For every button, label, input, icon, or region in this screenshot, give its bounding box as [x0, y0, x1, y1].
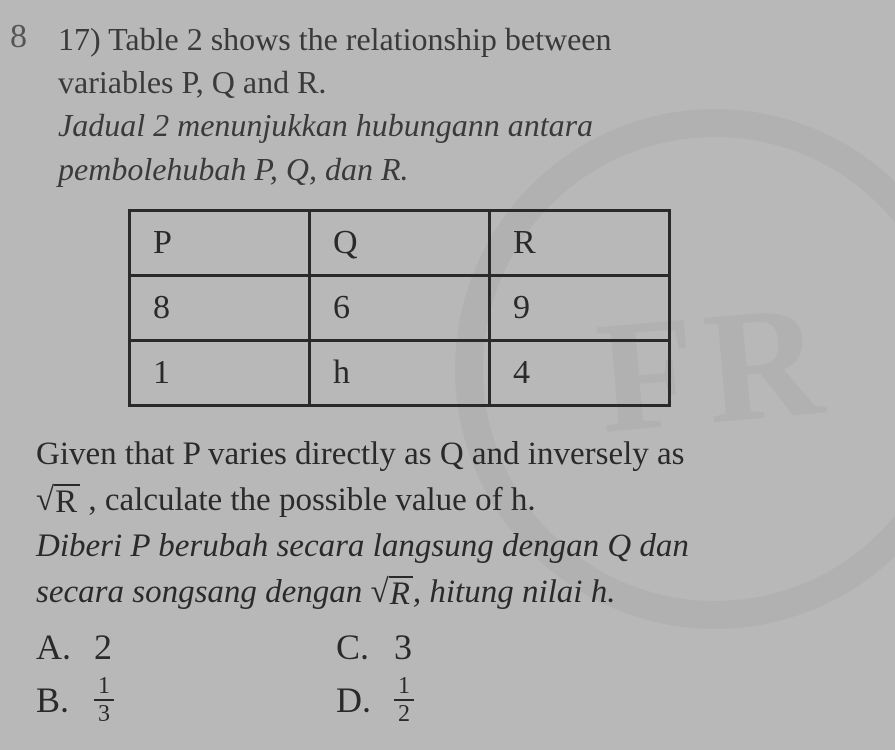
table-row: P Q R	[130, 210, 670, 275]
question-stem-ms: Jadual 2 menunjukkan hubungann antara pe…	[58, 104, 865, 190]
option-c[interactable]: C. 3	[336, 626, 516, 668]
fraction-denominator: 3	[94, 699, 114, 726]
option-value: 2	[94, 626, 112, 668]
table-cell: 1	[130, 340, 310, 405]
question-block: 8 17) Table 2 shows the relationship bet…	[0, 0, 895, 750]
table-header-q: Q	[310, 210, 490, 275]
fraction-denominator: 2	[394, 699, 414, 726]
stem-en-line2: variables P, Q and R.	[58, 64, 326, 100]
table-row: 1 h 4	[130, 340, 670, 405]
table-header-r: R	[490, 210, 670, 275]
table-cell: 8	[130, 275, 310, 340]
radical-icon: √	[371, 576, 389, 609]
sqrt-symbol: √ R	[371, 576, 413, 611]
stem-ms-line1: Jadual 2 menunjukkan hubungann antara	[58, 107, 593, 143]
option-b[interactable]: B. 1 3	[36, 674, 216, 726]
stem-en-line1: Table 2 shows the relationship between	[108, 21, 611, 57]
table-row: 8 6 9	[130, 275, 670, 340]
fraction: 1 2	[394, 674, 414, 726]
option-letter: B.	[36, 679, 80, 721]
table-cell: h	[310, 340, 490, 405]
body-ms-line2-post: , hitung nilai h.	[413, 574, 616, 610]
body-en-line2: , calculate the possible value of h.	[80, 482, 535, 518]
sqrt-arg: R	[54, 484, 80, 519]
stem-ms-line2: pembolehubah P, Q, dan R.	[58, 151, 408, 187]
question-body-ms: Diberi P berubah secara langsung dengan …	[36, 523, 865, 615]
page-number-prefix: 8	[10, 18, 27, 56]
fraction: 1 3	[94, 674, 114, 726]
fraction-numerator: 1	[394, 674, 414, 699]
table-cell: 9	[490, 275, 670, 340]
fraction-numerator: 1	[94, 674, 114, 699]
sqrt-arg: R	[389, 576, 413, 611]
radical-icon: √	[36, 484, 54, 517]
option-value: 3	[394, 626, 412, 668]
options: A. 2 C. 3 B. 1 3 D. 1 2	[36, 626, 865, 726]
table-cell: 4	[490, 340, 670, 405]
data-table: P Q R 8 6 9 1 h 4	[128, 209, 671, 407]
body-ms-line2-pre: secara songsang dengan	[36, 574, 371, 610]
table-header-p: P	[130, 210, 310, 275]
option-letter: A.	[36, 626, 80, 668]
option-a[interactable]: A. 2	[36, 626, 216, 668]
question-stem-en: 17) Table 2 shows the relationship betwe…	[58, 18, 865, 104]
question-body-en: Given that P varies directly as Q and in…	[36, 431, 865, 523]
option-d[interactable]: D. 1 2	[336, 674, 516, 726]
table-cell: 6	[310, 275, 490, 340]
option-letter: C.	[336, 626, 380, 668]
body-ms-line1: Diberi P berubah secara langsung dengan …	[36, 528, 689, 564]
body-en-line1: Given that P varies directly as Q and in…	[36, 436, 685, 472]
option-letter: D.	[336, 679, 380, 721]
question-number: 17)	[58, 21, 101, 57]
sqrt-symbol: √ R	[36, 484, 80, 519]
